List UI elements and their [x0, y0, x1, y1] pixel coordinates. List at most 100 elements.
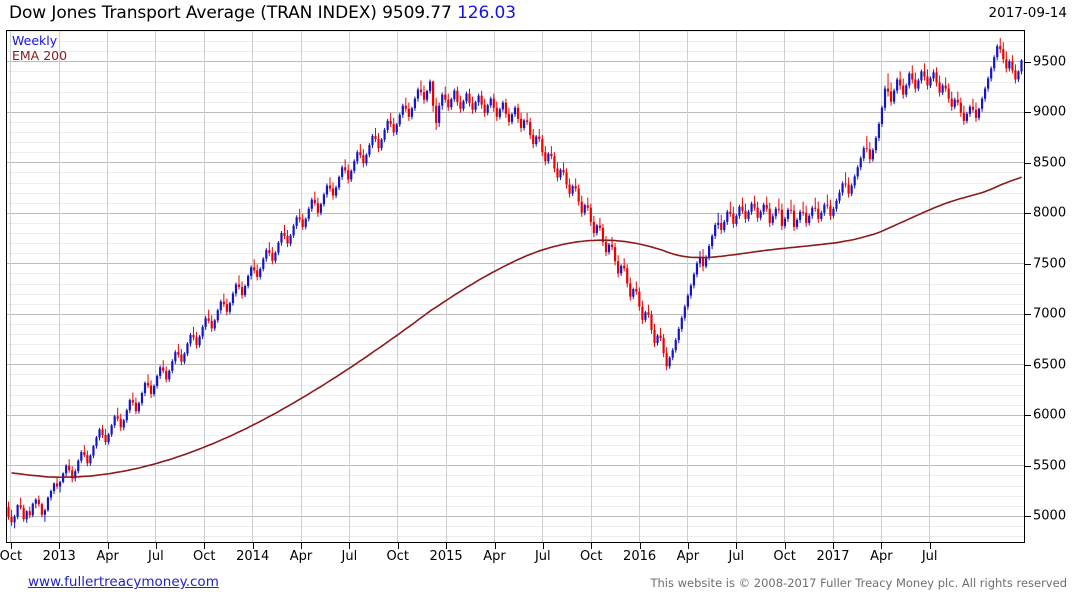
candle-body: [77, 460, 80, 472]
candle-body: [210, 320, 213, 329]
candle-body: [34, 499, 37, 504]
gridline-minor: [7, 51, 1024, 53]
candle-body: [544, 152, 547, 162]
x-axis-label: Jul: [921, 549, 938, 564]
candle-body: [80, 452, 83, 461]
site-link[interactable]: www.fullertreacymoney.com: [28, 574, 219, 590]
candle-body: [786, 209, 790, 219]
candle-body: [911, 73, 914, 80]
candle-body: [74, 471, 77, 479]
candle-body: [450, 99, 453, 108]
candle-body: [959, 102, 962, 113]
candle-body: [189, 334, 192, 344]
candle-body: [222, 301, 225, 305]
candle-body: [304, 218, 307, 227]
candle-body: [577, 188, 580, 202]
gridline-vertical: [445, 31, 447, 542]
candle-body: [607, 244, 611, 253]
candle-body: [213, 320, 216, 329]
x-axis: Oct 2013 Apr Jul Oct 2014 Apr Jul Oct 2015 Apr Jul O…: [0, 543, 1025, 567]
y-axis-label: 5000: [1033, 508, 1067, 524]
candle-body: [792, 210, 796, 227]
candle-body: [598, 225, 602, 228]
candle-body: [256, 270, 259, 277]
candle-body: [49, 491, 53, 498]
candle-body: [741, 206, 744, 211]
candle-body: [134, 402, 137, 412]
x-axis-label: Oct: [579, 549, 603, 564]
candle-body: [829, 205, 832, 216]
gridline-minor: [7, 505, 1024, 507]
candle-body: [347, 170, 350, 180]
candle-body: [783, 218, 787, 226]
candle-body: [68, 465, 71, 471]
candle-body: [774, 208, 777, 217]
candle-body: [647, 312, 650, 315]
legend-interval: Weekly: [12, 33, 58, 48]
candle-body: [726, 211, 729, 222]
candle-body: [650, 314, 653, 330]
candle-body: [950, 98, 953, 107]
candle-body: [168, 370, 171, 380]
gridline-minor: [7, 172, 1024, 174]
gridline-minor: [7, 293, 1024, 295]
candle-body: [932, 72, 935, 79]
candle-body: [207, 318, 210, 321]
candle-body: [765, 204, 768, 209]
x-axis-tick: [639, 543, 641, 549]
candle-body: [987, 78, 990, 89]
candle-body: [156, 375, 159, 386]
gridline-vertical: [252, 31, 254, 542]
candle-body: [83, 452, 86, 456]
candle-body: [874, 138, 878, 151]
candle-body: [228, 303, 232, 312]
price-series: [7, 38, 1023, 529]
candle-body: [131, 400, 134, 403]
candle-body: [331, 188, 335, 196]
candle-body: [756, 207, 759, 218]
x-axis-tick: [59, 543, 61, 549]
gridline-major: [7, 414, 1024, 416]
last-price: 9509.77: [382, 3, 452, 23]
candle-body: [711, 236, 714, 247]
candle-body: [738, 206, 741, 216]
gridline-minor: [7, 152, 1024, 154]
x-axis-tick: [10, 543, 12, 549]
x-axis-label: Jul: [534, 549, 551, 564]
candle-body: [271, 253, 274, 261]
candle-body: [601, 227, 605, 243]
x-axis-tick: [397, 543, 399, 549]
candle-body: [944, 85, 947, 89]
gridline-vertical: [590, 31, 592, 542]
gridline-minor: [7, 41, 1024, 43]
candle-body: [219, 301, 222, 311]
y-axis-label: 6500: [1033, 357, 1067, 373]
candle-body: [732, 213, 735, 224]
x-axis-label: 2014: [236, 549, 270, 564]
candle-body: [344, 167, 347, 171]
gridline-major: [7, 263, 1024, 265]
candle-body: [416, 89, 420, 99]
candle-body: [237, 284, 241, 288]
candle-body: [853, 176, 856, 186]
candle-body: [996, 46, 999, 58]
candle-body: [999, 46, 1002, 50]
candle-body: [58, 481, 62, 487]
candle-body: [471, 103, 474, 110]
candle-body: [762, 204, 765, 212]
candle-body: [389, 120, 392, 124]
candle-body: [862, 148, 865, 159]
candle-body: [1017, 71, 1020, 80]
chart-footer: www.fullertreacymoney.com This website i…: [0, 572, 1075, 596]
candle-body: [322, 194, 326, 205]
y-axis-tick: [1025, 314, 1031, 316]
candle-body: [929, 78, 932, 86]
candle-body: [453, 90, 456, 100]
candle-body: [1020, 60, 1023, 72]
x-axis-tick: [881, 543, 883, 549]
candle-body: [908, 73, 911, 86]
candle-body: [195, 337, 198, 346]
candle-body: [122, 420, 125, 428]
candle-body: [325, 185, 329, 195]
candle-body: [374, 136, 377, 140]
